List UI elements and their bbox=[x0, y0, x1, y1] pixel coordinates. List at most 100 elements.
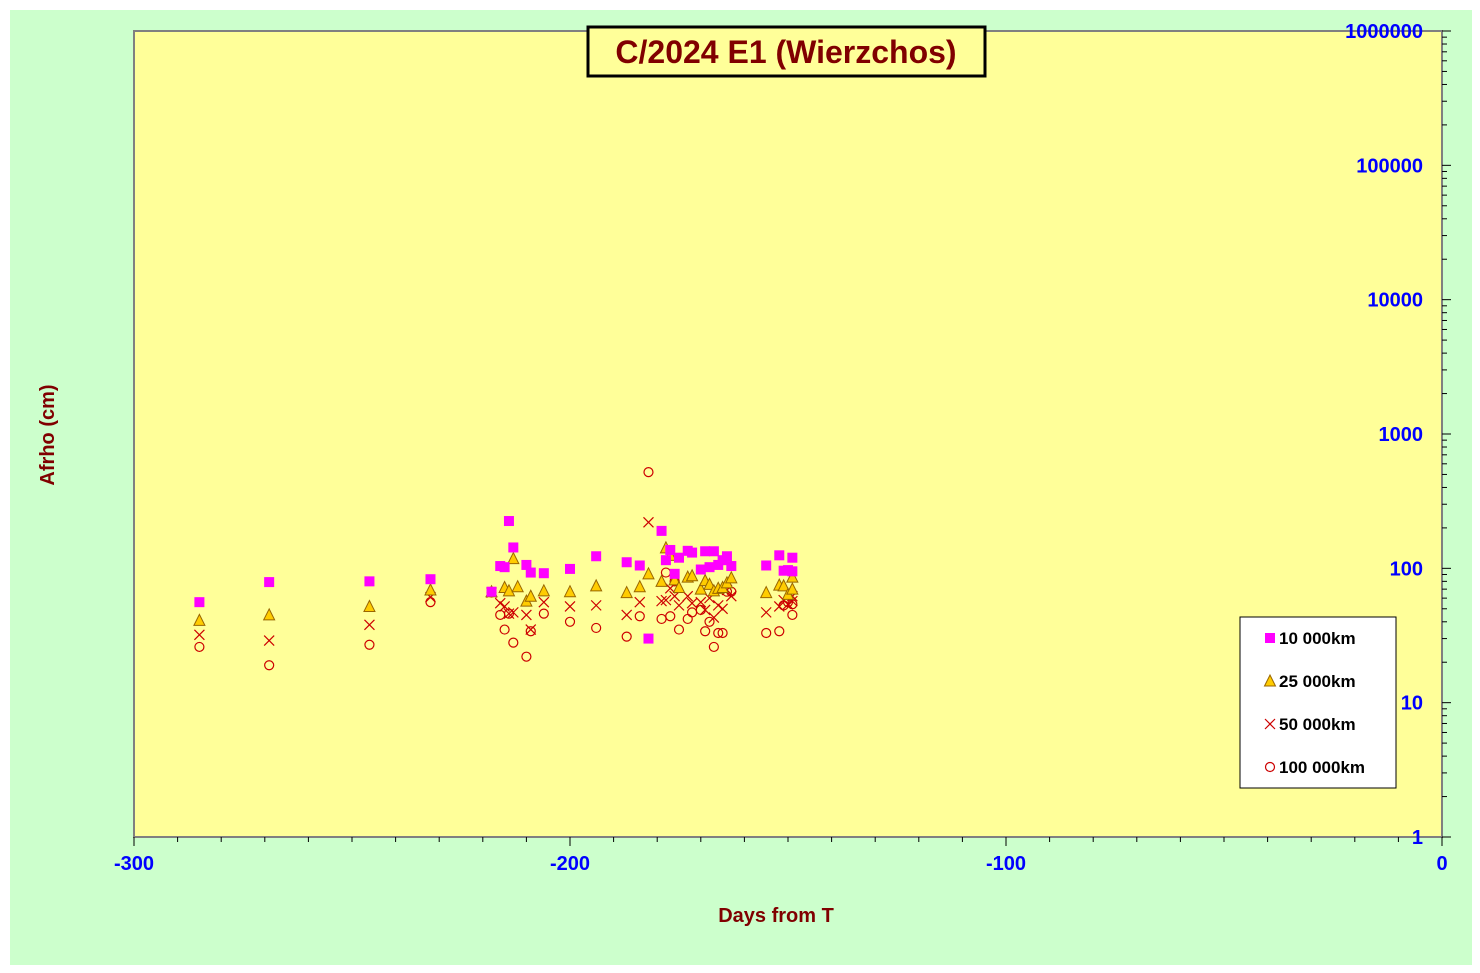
data-point-square bbox=[503, 516, 514, 527]
x-tick-label: 0 bbox=[1436, 853, 1447, 875]
data-point-x bbox=[643, 516, 654, 528]
data-point-square bbox=[634, 560, 645, 571]
data-point-x bbox=[699, 604, 711, 616]
data-point-square bbox=[787, 552, 798, 563]
data-point-square bbox=[591, 551, 602, 562]
data-point-x bbox=[538, 596, 550, 608]
data-points bbox=[193, 467, 799, 671]
data-point-circle bbox=[503, 608, 515, 619]
data-point-triangle bbox=[655, 574, 668, 587]
data-point-circle bbox=[700, 626, 711, 637]
data-point-square bbox=[669, 568, 680, 579]
data-point-triangle bbox=[537, 583, 551, 597]
y-tick-label: 1000 bbox=[1379, 424, 1424, 446]
data-point-x bbox=[564, 601, 576, 612]
data-point-circle bbox=[264, 660, 275, 671]
legend-label: 50 000km bbox=[1279, 715, 1356, 734]
data-point-triangle bbox=[777, 578, 790, 592]
x-tick-label: -300 bbox=[114, 853, 154, 875]
data-point-x bbox=[520, 609, 532, 621]
data-point-circle bbox=[564, 616, 576, 627]
data-point-x bbox=[507, 606, 519, 618]
data-point-square bbox=[660, 555, 671, 566]
data-point-triangle bbox=[563, 584, 577, 598]
data-point-square bbox=[264, 577, 275, 588]
data-point-triangle bbox=[502, 583, 516, 597]
data-point-x bbox=[773, 601, 785, 612]
legend-marker-x bbox=[1264, 718, 1276, 730]
data-point-x bbox=[503, 608, 515, 620]
legend-box bbox=[1239, 616, 1397, 789]
data-point-square bbox=[695, 564, 706, 575]
data-point-x bbox=[364, 619, 375, 631]
data-point-square bbox=[521, 559, 532, 570]
legend-marker-triangle bbox=[1263, 673, 1277, 687]
y-tick-label: 1000000 bbox=[1345, 21, 1423, 43]
y-axis: 1 10 100 1000 10000 100000 1000000 bbox=[1345, 21, 1451, 849]
data-point-circle bbox=[634, 611, 645, 622]
x-tick-label: -200 bbox=[550, 853, 590, 875]
data-point-square bbox=[499, 562, 510, 573]
data-point-square bbox=[726, 561, 737, 572]
data-point-square bbox=[525, 567, 536, 578]
data-point-triangle bbox=[725, 570, 738, 584]
data-point-x bbox=[660, 594, 672, 606]
data-point-x bbox=[621, 609, 633, 621]
data-point-square bbox=[643, 633, 654, 644]
data-point-triangle bbox=[786, 570, 799, 583]
data-point-square bbox=[565, 563, 575, 574]
plot-area bbox=[133, 30, 1443, 838]
x-tick-label: -100 bbox=[986, 853, 1026, 875]
data-point-square bbox=[425, 574, 436, 585]
y-tick-label: 10 bbox=[1401, 693, 1423, 715]
data-point-triangle bbox=[685, 568, 699, 582]
data-point-x bbox=[673, 599, 685, 611]
data-point-circle bbox=[787, 609, 798, 621]
data-point-triangle bbox=[363, 599, 376, 612]
data-point-square bbox=[774, 550, 785, 561]
data-point-circle bbox=[774, 626, 785, 637]
data-point-circle bbox=[717, 627, 728, 639]
data-point-x bbox=[494, 597, 506, 609]
data-point-triangle bbox=[524, 589, 538, 602]
data-point-circle bbox=[538, 608, 549, 619]
data-point-triangle bbox=[507, 551, 520, 565]
y-tick-label: 10000 bbox=[1367, 290, 1423, 312]
data-point-triangle bbox=[620, 585, 633, 599]
chart-title: C/2024 E1 (Wierzchos) bbox=[615, 34, 956, 70]
data-point-square bbox=[656, 525, 667, 536]
data-point-x bbox=[712, 599, 724, 611]
data-point-triangle bbox=[589, 578, 603, 592]
data-point-square bbox=[364, 576, 375, 587]
data-point-circle bbox=[643, 467, 654, 478]
data-point-triangle bbox=[193, 613, 206, 626]
data-point-triangle bbox=[694, 582, 708, 595]
data-point-square bbox=[704, 562, 715, 573]
data-point-triangle bbox=[633, 579, 647, 593]
legend: 10 000km 25 000km 50 000km 100 000km bbox=[1239, 616, 1397, 789]
data-point-x bbox=[525, 624, 537, 636]
data-point-x bbox=[193, 629, 205, 641]
data-point-triangle bbox=[424, 582, 437, 596]
y-tick-label: 100 bbox=[1390, 558, 1423, 580]
y-tick-label: 1 bbox=[1412, 827, 1423, 849]
data-point-x bbox=[686, 597, 698, 609]
data-point-circle bbox=[704, 616, 715, 627]
data-point-square bbox=[486, 586, 497, 597]
data-point-x bbox=[590, 599, 602, 611]
data-point-circle bbox=[194, 641, 205, 653]
data-point-square bbox=[700, 546, 711, 557]
data-point-circle bbox=[364, 639, 375, 650]
y-tick-label: 100000 bbox=[1356, 155, 1423, 177]
legend-marker-circle bbox=[1264, 761, 1276, 773]
data-point-square bbox=[194, 597, 205, 608]
data-point-square bbox=[761, 560, 772, 571]
data-point-triangle bbox=[703, 577, 716, 590]
data-point-x bbox=[717, 603, 729, 615]
data-point-circle bbox=[525, 626, 536, 637]
x-axis: -300 -200 -100 0 bbox=[114, 837, 1448, 875]
data-point-square bbox=[508, 542, 519, 553]
data-point-circle bbox=[665, 611, 676, 622]
data-point-x bbox=[708, 612, 720, 623]
data-point-square bbox=[674, 552, 684, 563]
